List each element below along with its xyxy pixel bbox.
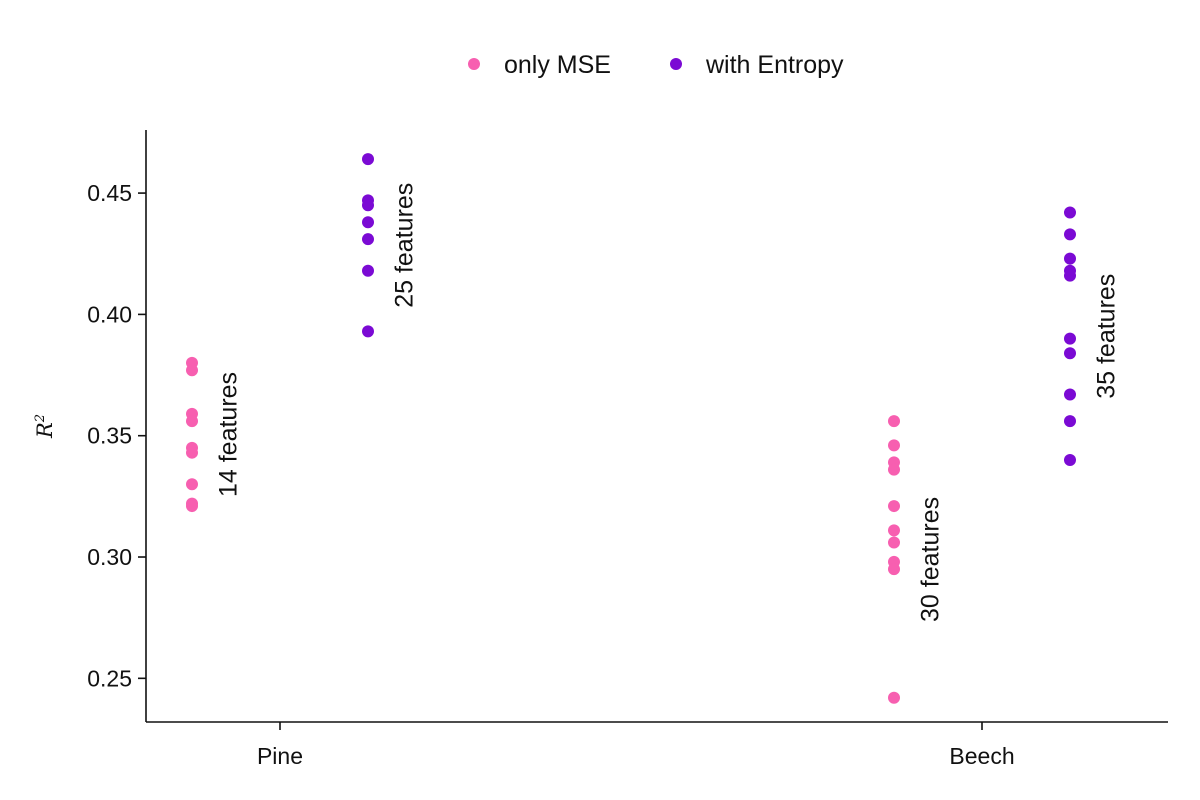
y-tick-label: 0.35 [87,423,132,449]
y-ticks: 0.25 0.30 0.35 0.40 0.45 [87,180,146,691]
feature-count-label: 30 features [917,497,945,622]
legend-marker-only-mse [468,58,480,70]
data-point-only-mse-beech [888,500,900,513]
data-point-with-entropy-beech [1064,228,1076,241]
data-point-with-entropy-beech [1064,269,1076,282]
data-point-with-entropy-beech [1064,347,1076,360]
data-point-only-mse-beech [888,439,900,452]
data-point-with-entropy-pine [362,153,374,166]
feature-count-label: 35 features [1093,274,1121,399]
x-ticks: Pine Beech [257,722,1015,769]
feature-count-label: 25 features [391,183,419,308]
y-axis-label-base: R [33,422,57,439]
data-point-only-mse-pine [186,500,198,513]
data-point-only-mse-pine [186,415,198,428]
annotations: 14 features 30 features 25 features 35 feat… [215,183,1121,622]
data-point-only-mse-beech [888,563,900,576]
data-point-only-mse-beech [888,524,900,537]
y-axis-label: R2 [33,414,57,439]
data-point-only-mse-beech [888,536,900,549]
data-points [186,153,1076,704]
data-point-with-entropy-beech [1064,332,1076,345]
legend-label-only-mse: only MSE [504,51,611,79]
data-point-with-entropy-beech [1064,206,1076,219]
y-tick-label: 0.40 [87,301,132,327]
y-tick-label: 0.30 [87,544,132,570]
data-point-only-mse-beech [888,691,900,704]
data-point-only-mse-pine [186,364,198,377]
data-point-with-entropy-beech [1064,415,1076,428]
y-axis-label-sup: 2 [33,414,48,423]
data-point-only-mse-pine [186,478,198,491]
data-point-with-entropy-pine [362,264,374,277]
data-point-with-entropy-pine [362,233,374,246]
data-point-with-entropy-pine [362,325,374,338]
data-point-only-mse-beech [888,415,900,428]
data-point-only-mse-pine [186,446,198,459]
legend: only MSE with Entropy [468,51,844,79]
x-tick-label-beech: Beech [949,743,1014,769]
legend-marker-with-entropy [670,58,682,70]
y-axis: 0.25 0.30 0.35 0.40 0.45 R2 [33,130,147,722]
data-point-only-mse-beech [888,463,900,476]
data-point-with-entropy-beech [1064,388,1076,401]
y-tick-label: 0.45 [87,180,132,206]
data-point-with-entropy-pine [362,216,374,229]
data-point-with-entropy-beech [1064,453,1076,466]
feature-count-label: 14 features [215,372,243,497]
x-tick-label-pine: Pine [257,743,303,769]
data-point-with-entropy-beech [1064,252,1076,265]
data-point-with-entropy-pine [362,199,374,212]
y-tick-label: 0.25 [87,665,132,691]
legend-label-with-entropy: with Entropy [705,51,844,79]
x-axis: Pine Beech [146,721,1168,769]
